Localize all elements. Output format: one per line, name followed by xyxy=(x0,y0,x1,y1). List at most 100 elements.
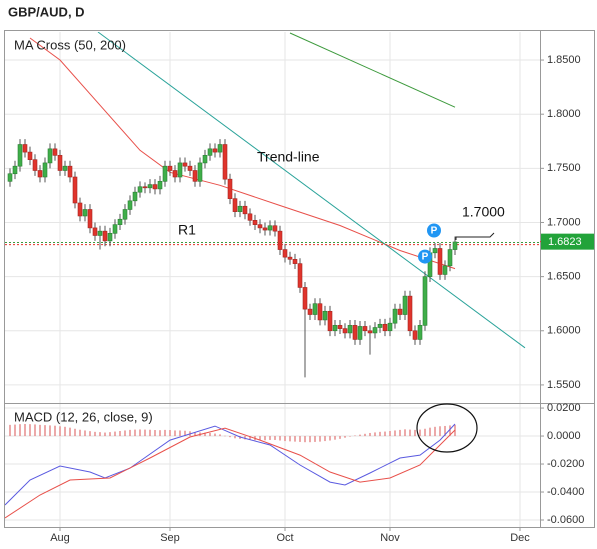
histogram-bar xyxy=(344,436,346,438)
y-tick-label: 1.8500 xyxy=(547,54,581,66)
candle-body xyxy=(227,178,233,199)
histogram-bar xyxy=(369,432,371,437)
macd-panel xyxy=(5,404,540,527)
histogram-bar xyxy=(234,436,236,439)
candle-body xyxy=(117,218,123,225)
candle-body xyxy=(97,230,103,236)
candle-body xyxy=(52,148,58,156)
histogram-bar xyxy=(159,430,161,437)
candle-body xyxy=(232,198,238,212)
histogram-bar xyxy=(134,429,136,437)
histogram-bar xyxy=(299,436,301,442)
candle-body xyxy=(352,325,358,340)
candle-body xyxy=(187,165,193,171)
candle-body xyxy=(397,308,403,315)
candle-body xyxy=(412,330,418,340)
candle-body xyxy=(387,322,393,332)
candle-body xyxy=(257,224,263,229)
candle-body xyxy=(282,249,288,258)
histogram-bar xyxy=(24,424,26,437)
histogram-bar xyxy=(154,430,156,437)
candle-body xyxy=(322,310,328,321)
candle-body xyxy=(12,165,18,175)
histogram-bar xyxy=(139,429,141,437)
candle-body xyxy=(332,325,338,332)
candle-body xyxy=(147,184,153,189)
y-tick-label: 1.5500 xyxy=(547,379,581,391)
chart-title: GBP/AUD, D xyxy=(8,4,85,19)
candle-body xyxy=(437,248,443,275)
histogram-bar xyxy=(64,426,66,437)
candle-body xyxy=(87,209,93,229)
histogram-bar xyxy=(319,436,321,442)
y-tick-label: 1.6000 xyxy=(547,325,581,337)
histogram-bar xyxy=(74,428,76,437)
histogram-bar xyxy=(169,430,171,437)
moving-average xyxy=(289,32,456,108)
histogram-bar xyxy=(59,426,61,437)
candle-body xyxy=(127,200,133,210)
candle-body xyxy=(107,233,113,242)
candle-body xyxy=(312,303,318,315)
histogram-bar xyxy=(324,436,326,442)
candle-body xyxy=(177,162,183,178)
pivot-label: P xyxy=(431,226,438,237)
histogram-bar xyxy=(119,431,121,437)
candle-body xyxy=(17,144,23,167)
candle-body xyxy=(447,249,453,267)
histogram-bar xyxy=(219,434,221,437)
candle-body xyxy=(277,230,283,250)
candle-body xyxy=(247,213,253,221)
candle-body xyxy=(162,165,168,182)
y-tick-label: 1.6500 xyxy=(547,271,581,283)
histogram-bar xyxy=(209,432,211,437)
candle-body xyxy=(382,323,388,332)
histogram-bar xyxy=(104,432,106,437)
candle-body xyxy=(137,186,143,193)
histogram-bar xyxy=(174,430,176,437)
histogram-bar xyxy=(429,427,431,437)
frame xyxy=(4,30,595,528)
candle-body xyxy=(167,165,173,171)
candle-body xyxy=(37,170,43,178)
candle-body xyxy=(297,263,303,288)
histogram-bar xyxy=(54,425,56,437)
candle-body xyxy=(242,205,248,215)
candle-body xyxy=(347,325,353,334)
macd-line xyxy=(5,423,456,506)
macd-title: MACD (12, 26, close, 9) xyxy=(14,409,153,424)
histogram-bar xyxy=(29,424,31,437)
x-tick-label: Dec xyxy=(510,532,530,544)
candle-body xyxy=(132,191,138,202)
histogram-bar xyxy=(384,431,386,437)
candle-body xyxy=(357,326,363,340)
histogram-bar xyxy=(204,432,206,437)
candle-body xyxy=(342,328,348,334)
last-price-label: 1.6823 xyxy=(548,236,582,248)
histogram-bar xyxy=(164,429,166,437)
histogram-bar xyxy=(249,436,251,440)
histogram-bar xyxy=(89,431,91,437)
candle-body xyxy=(202,155,208,164)
callout-pointer xyxy=(455,232,495,240)
candle-body xyxy=(217,144,223,153)
histogram-bar xyxy=(439,426,441,437)
histogram-bar xyxy=(379,431,381,437)
candle-body xyxy=(367,330,373,334)
candle-body xyxy=(212,148,218,153)
pivot-marker xyxy=(427,223,441,238)
trend-line-label: Trend-line xyxy=(257,149,320,165)
histogram-bar xyxy=(14,424,16,437)
histogram-bar xyxy=(79,429,81,437)
macd-line xyxy=(5,427,456,519)
histogram-bar xyxy=(309,436,311,443)
candle-body xyxy=(302,287,308,310)
candle-body xyxy=(102,230,108,242)
histogram-bar xyxy=(329,436,331,441)
candle-body xyxy=(422,276,428,326)
candle-body xyxy=(122,209,128,220)
candle-body xyxy=(112,224,118,234)
histogram-bar xyxy=(34,424,36,437)
histogram-bar xyxy=(259,436,261,441)
histogram-bar xyxy=(109,432,111,437)
